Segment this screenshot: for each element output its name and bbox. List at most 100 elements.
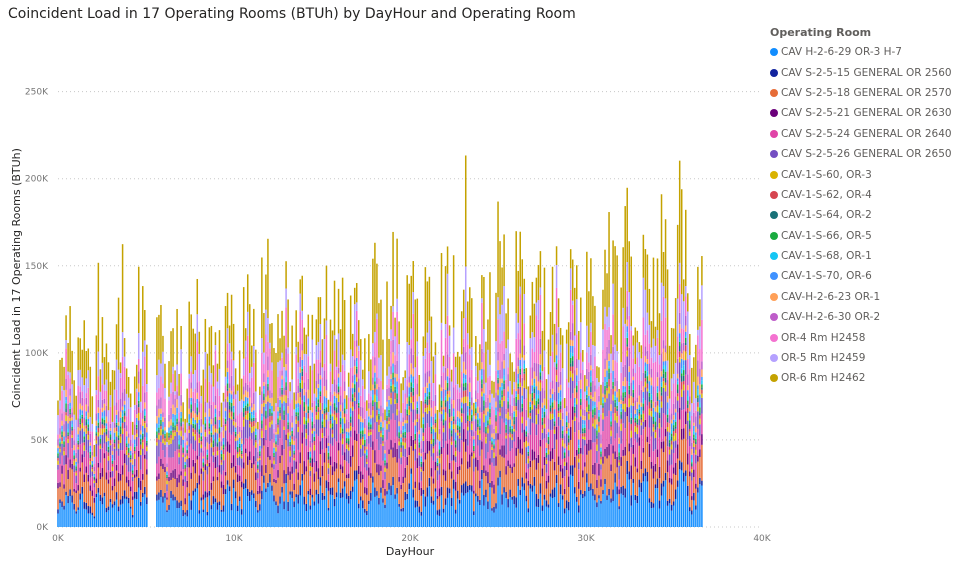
bar-segment	[65, 396, 67, 401]
bar-segment	[238, 500, 241, 527]
bar-segment	[640, 358, 643, 381]
bar-segment	[91, 451, 94, 456]
bar-segment	[618, 455, 620, 460]
bar-segment	[539, 407, 542, 440]
bar-segment	[485, 423, 487, 427]
bar-segment	[464, 352, 467, 370]
bar-segment	[432, 416, 435, 426]
bar-segment	[610, 471, 612, 499]
bar-segment	[491, 462, 493, 481]
bar-segment	[279, 463, 281, 497]
bar-segment	[632, 392, 635, 398]
bar-segment	[337, 401, 340, 413]
bar-segment	[164, 435, 166, 439]
bar-segment	[612, 370, 614, 380]
bar-segment	[170, 490, 172, 499]
bar-segment	[519, 412, 521, 440]
bar-segment	[654, 463, 657, 472]
bar-segment	[224, 398, 227, 408]
bar-segment	[158, 388, 160, 400]
bar-segment	[475, 493, 477, 497]
bar-segment	[79, 424, 81, 429]
bar-segment	[71, 350, 73, 385]
bar-segment	[487, 483, 489, 502]
bar-segment	[236, 434, 239, 441]
bar-segment	[168, 435, 170, 438]
bar-segment	[218, 410, 221, 417]
bar-segment	[487, 411, 489, 417]
bar-segment	[386, 412, 388, 417]
bar-segment	[57, 455, 59, 459]
bar-segment	[412, 422, 415, 440]
bar-segment	[394, 392, 396, 400]
bar-segment	[578, 481, 580, 489]
bar-segment	[600, 434, 602, 444]
bar-segment	[127, 479, 130, 487]
bar-segment	[305, 424, 308, 429]
bar-segment	[57, 400, 59, 416]
bar-segment	[355, 302, 358, 311]
bar-segment	[426, 382, 429, 388]
bar-segment	[236, 425, 239, 435]
bar-segment	[541, 380, 544, 389]
bar-segment	[446, 380, 449, 383]
bar-segment	[127, 452, 130, 456]
bar-segment	[535, 315, 538, 364]
bar-segment	[192, 436, 194, 450]
bar-segment	[79, 415, 81, 419]
bar-segment	[535, 415, 538, 425]
bar-segment	[622, 397, 624, 402]
bar-segment	[656, 412, 659, 428]
bar-segment	[473, 402, 475, 416]
bar-segment	[331, 487, 334, 496]
bar-segment	[89, 506, 92, 514]
bar-segment	[438, 515, 441, 527]
bar-segment	[156, 480, 158, 495]
bar-segment	[402, 402, 404, 418]
bar-segment	[202, 424, 205, 436]
bar-segment	[234, 472, 237, 492]
bar-segment	[263, 352, 265, 365]
bar-segment	[553, 429, 556, 434]
bar-segment	[640, 410, 643, 415]
bar-segment	[144, 454, 146, 459]
bar-segment	[311, 417, 314, 422]
bar-segment	[339, 416, 342, 418]
bar-segment	[616, 255, 618, 352]
bar-segment	[192, 423, 194, 426]
bar-segment	[259, 504, 261, 511]
bar-segment	[592, 296, 594, 345]
bar-segment	[505, 424, 507, 430]
bar-segment	[460, 485, 463, 493]
bar-segment	[412, 387, 415, 392]
bar-segment	[341, 354, 344, 365]
bar-segment	[642, 403, 645, 407]
bar-segment	[634, 364, 637, 374]
bar-segment	[442, 425, 445, 429]
bar-segment	[105, 451, 108, 473]
bar-segment	[549, 413, 552, 420]
bar-segment	[105, 441, 108, 452]
bar-segment	[190, 356, 192, 372]
bar-segment	[624, 411, 626, 429]
bar-segment	[202, 458, 205, 462]
bar-segment	[343, 481, 346, 487]
bar-segment	[156, 494, 158, 501]
bar-segment	[303, 399, 306, 403]
bar-segment	[551, 380, 554, 389]
bar-segment	[473, 415, 475, 422]
bar-segment	[226, 451, 229, 481]
bar-segment	[140, 430, 142, 435]
bar-segment	[137, 383, 140, 393]
bar-segment	[414, 444, 417, 449]
bar-segment	[588, 347, 590, 363]
bar-segment	[497, 360, 499, 371]
bar-segment	[606, 377, 608, 383]
bar-segment	[194, 424, 197, 429]
bar-segment	[142, 442, 144, 449]
bar-segment	[618, 489, 620, 495]
bar-segment	[384, 465, 386, 468]
bar-segment	[142, 418, 144, 426]
bar-segment	[234, 465, 237, 473]
bar-segment	[115, 450, 118, 465]
